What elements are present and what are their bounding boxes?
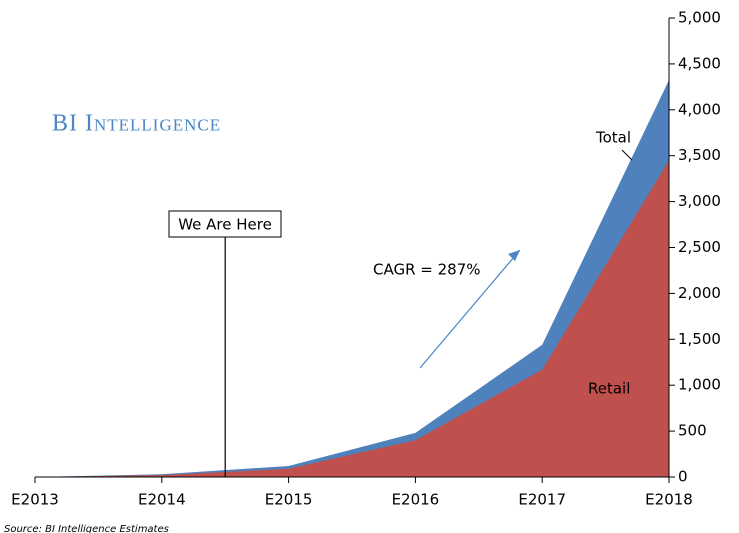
y-tick-label: 5,000 [678,9,721,27]
marker-label: We Are Here [178,216,272,234]
y-tick-label: 4,500 [678,54,721,72]
y-tick-label: 0 [678,468,688,486]
y-tick-label: 3,500 [678,146,721,164]
x-tick-label: E2015 [265,491,313,509]
x-tick-label: E2016 [392,491,440,509]
y-tick-label: 1,000 [678,376,721,394]
cagr-label: CAGR = 287% [373,261,481,279]
brand: BI Intelligence [52,111,221,137]
y-tick-label: 4,000 [678,100,721,118]
area [35,160,669,478]
y-tick-label: 2,500 [678,238,721,256]
marker-box [168,210,282,238]
series-label: Retail [588,380,630,398]
x-tick-label: E2018 [645,491,693,509]
y-tick-label: 500 [678,422,707,440]
area [35,79,669,477]
y-tick-label: 2,000 [678,284,721,302]
arrow [419,249,521,369]
y-tick-label: 1,500 [678,330,721,348]
leader [621,149,633,161]
arrow-head [508,250,520,261]
x-tick-label: E2013 [11,491,59,509]
x-tick-label: E2017 [518,491,566,509]
source: Source: BI Intelligence Estimates [4,524,169,533]
x-tick-label: E2014 [138,491,186,509]
y-tick-label: 3,000 [678,192,721,210]
series-label: Total [595,129,631,147]
